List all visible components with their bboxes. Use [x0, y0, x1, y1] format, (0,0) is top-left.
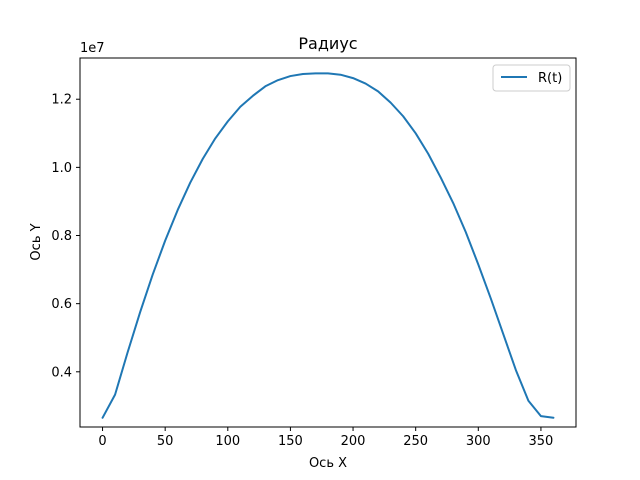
x-tick-label: 150	[278, 434, 303, 449]
x-tick-label: 200	[341, 434, 366, 449]
line-layer	[101, 72, 555, 419]
x-tick-label: 300	[466, 434, 491, 449]
legend-label-r-t: R(t)	[538, 71, 562, 86]
x-tick-label: 250	[403, 434, 428, 449]
y-tick-label: 1.2	[51, 93, 72, 108]
y-tick-label: 0.8	[51, 229, 72, 244]
legend: R(t)	[492, 64, 571, 92]
y-tick-label: 0.4	[51, 365, 72, 380]
chart-title: Радиус	[298, 34, 357, 53]
x-tick-label: 0	[98, 434, 106, 449]
axes-frame	[79, 57, 577, 428]
y-axis-label: Ось Y	[29, 223, 44, 260]
axes-background	[80, 58, 576, 427]
x-axis: 0 50 100 150 200 250 300 350	[98, 427, 553, 449]
y-axis: 0.4 0.6 0.8 1.0 1.2	[51, 93, 80, 380]
plot-area	[79, 57, 577, 428]
y-tick-label: 0.6	[51, 297, 72, 312]
legend-box	[492, 64, 571, 92]
y-tick-label: 1.0	[51, 161, 72, 176]
y-axis-offset-label: 1e7	[80, 41, 105, 56]
x-tick-label: 350	[529, 434, 554, 449]
x-tick-label: 50	[157, 434, 174, 449]
x-tick-label: 100	[215, 434, 240, 449]
x-axis-label: Ось X	[309, 456, 347, 471]
